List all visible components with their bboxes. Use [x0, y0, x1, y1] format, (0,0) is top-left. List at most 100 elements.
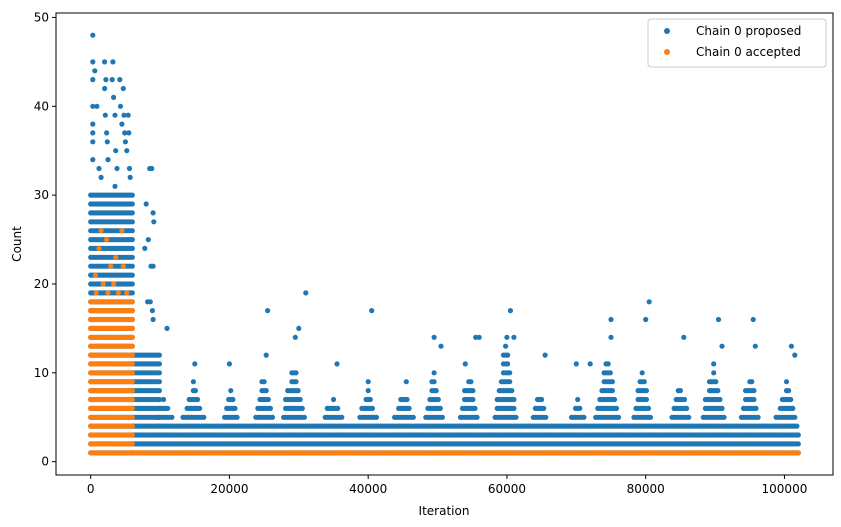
y-tick-label: 40 — [34, 99, 49, 113]
data-point — [681, 396, 688, 403]
data-point — [265, 308, 271, 314]
data-point — [119, 228, 125, 234]
data-point — [611, 396, 618, 403]
data-point — [190, 379, 196, 385]
data-point — [129, 237, 135, 243]
data-point — [643, 396, 650, 403]
data-point — [129, 308, 135, 314]
data-point — [129, 441, 135, 447]
data-point — [169, 414, 175, 420]
data-point — [129, 388, 135, 394]
data-point — [129, 272, 135, 278]
data-point — [267, 405, 273, 411]
x-axis: 0 20000 40000 60000 80000 100000 — [87, 475, 807, 496]
data-point — [90, 32, 96, 38]
data-point — [783, 379, 790, 385]
data-point — [406, 405, 412, 411]
data-point — [334, 361, 340, 367]
data-point — [104, 130, 110, 136]
legend: Chain 0 proposed Chain 0 accepted — [647, 18, 827, 68]
data-point — [431, 334, 437, 340]
data-point — [129, 201, 135, 207]
y-tick-label: 50 — [34, 10, 49, 24]
data-point — [639, 370, 645, 376]
data-point — [643, 316, 649, 323]
data-point — [226, 361, 232, 367]
data-point — [433, 388, 439, 394]
data-point — [575, 396, 581, 403]
data-point — [102, 59, 108, 65]
data-point — [790, 405, 796, 411]
series-1 — [88, 228, 801, 456]
data-point — [201, 414, 207, 420]
data-point — [148, 263, 154, 269]
data-point — [197, 405, 203, 411]
data-point — [129, 263, 135, 269]
data-point — [645, 405, 652, 411]
data-point — [511, 334, 517, 340]
data-point — [752, 343, 758, 349]
legend-label-accepted: Chain 0 accepted — [696, 45, 801, 59]
data-point — [721, 414, 727, 420]
data-point — [129, 379, 135, 385]
y-axis-label: Count — [10, 226, 24, 262]
data-point — [788, 396, 794, 403]
data-point — [474, 414, 480, 420]
data-point — [234, 414, 240, 420]
data-point — [129, 334, 135, 340]
data-point — [543, 414, 549, 420]
data-point — [98, 228, 104, 234]
data-point — [513, 414, 519, 420]
data-point — [296, 325, 302, 331]
data-point — [126, 165, 133, 172]
data-point — [90, 77, 96, 83]
data-point — [609, 379, 616, 385]
data-point — [750, 316, 756, 323]
data-point — [335, 405, 341, 411]
y-tick-label: 10 — [34, 366, 49, 380]
data-point — [542, 352, 548, 358]
data-point — [93, 290, 99, 296]
data-point — [127, 174, 133, 180]
data-point — [156, 361, 162, 367]
data-point — [150, 210, 156, 216]
data-point — [365, 388, 371, 394]
data-point — [503, 343, 509, 349]
data-point — [112, 183, 118, 189]
data-point — [111, 281, 117, 287]
data-point — [108, 263, 114, 269]
legend-frame — [647, 18, 827, 68]
data-point — [263, 388, 269, 394]
y-tick-label: 20 — [34, 277, 49, 291]
data-point — [755, 414, 761, 420]
data-point — [142, 245, 148, 251]
data-point — [156, 352, 162, 358]
data-point — [98, 174, 104, 180]
data-point — [228, 388, 234, 394]
data-point — [145, 237, 151, 243]
data-point — [90, 130, 96, 136]
data-point — [129, 254, 135, 260]
data-point — [129, 210, 135, 216]
data-point — [295, 388, 301, 394]
data-point — [194, 396, 201, 403]
data-point — [792, 352, 798, 358]
data-point — [330, 396, 337, 403]
data-point — [795, 450, 801, 456]
data-point — [373, 414, 380, 420]
data-point — [573, 361, 579, 367]
data-point — [90, 103, 96, 109]
data-point — [472, 405, 478, 411]
data-point — [129, 316, 135, 323]
data-point — [129, 361, 135, 367]
data-point — [263, 352, 269, 358]
data-point — [151, 219, 157, 225]
legend-label-proposed: Chain 0 proposed — [696, 24, 801, 38]
data-point — [192, 361, 198, 367]
data-point — [192, 388, 198, 394]
data-point — [608, 316, 614, 323]
data-point — [646, 299, 652, 305]
data-point — [511, 396, 517, 403]
data-point — [435, 396, 441, 403]
